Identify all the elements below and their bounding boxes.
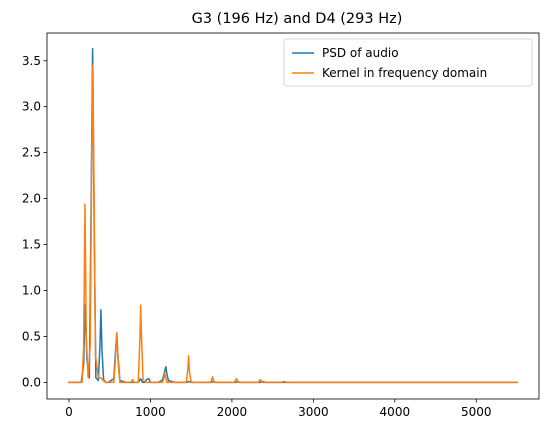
y-tick-label: 2.5 (22, 146, 41, 160)
series-layer (69, 49, 517, 383)
legend-label-0: PSD of audio (322, 46, 399, 60)
chart-title: G3 (196 Hz) and D4 (293 Hz) (192, 11, 403, 27)
x-tick-label: 3000 (298, 405, 329, 419)
y-tick-label: 3.0 (22, 100, 41, 114)
y-tick-label: 1.5 (22, 238, 41, 252)
x-tick-label: 5000 (461, 405, 492, 419)
x-tick-label: 1000 (135, 405, 166, 419)
legend-label-1: Kernel in frequency domain (322, 66, 487, 80)
plot-frame (47, 33, 539, 399)
y-tick-label: 0.0 (22, 375, 41, 389)
x-tick-label: 0 (65, 405, 73, 419)
x-tick-label: 2000 (217, 405, 248, 419)
y-tick-label: 2.0 (22, 192, 41, 206)
y-tick-label: 3.5 (22, 54, 41, 68)
x-tick-label: 4000 (380, 405, 411, 419)
y-tick-label: 1.0 (22, 283, 41, 297)
legend: PSD of audio Kernel in frequency domain (284, 39, 532, 86)
series-line-1 (69, 65, 517, 382)
y-tick-label: 0.5 (22, 329, 41, 343)
series-line-0 (69, 49, 517, 383)
